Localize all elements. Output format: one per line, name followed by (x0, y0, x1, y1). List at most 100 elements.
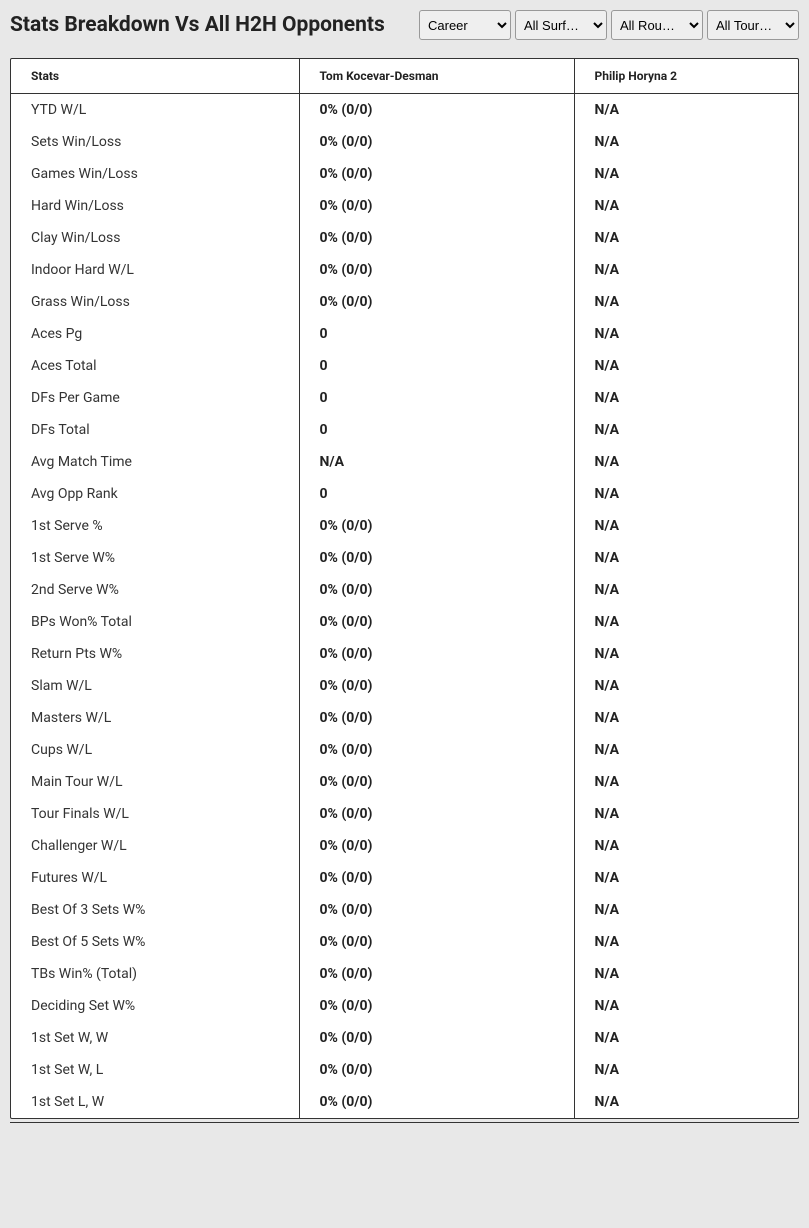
table-row: Masters W/L0% (0/0)N/A (11, 702, 798, 734)
table-row: DFs Per Game0N/A (11, 382, 798, 414)
table-row: Slam W/L0% (0/0)N/A (11, 670, 798, 702)
stat-label-cell: Avg Opp Rank (11, 478, 299, 510)
stat-value-cell: 0 (299, 350, 574, 382)
table-row: YTD W/L0% (0/0)N/A (11, 94, 798, 127)
stat-value-cell: 0% (0/0) (299, 638, 574, 670)
bottom-rule (10, 1122, 799, 1123)
stat-value-cell: N/A (574, 446, 798, 478)
stat-label-cell: Sets Win/Loss (11, 126, 299, 158)
stat-value-cell: 0% (0/0) (299, 990, 574, 1022)
stat-label-cell: Masters W/L (11, 702, 299, 734)
col-header-player1: Tom Kocevar-Desman (299, 59, 574, 94)
stat-value-cell: N/A (574, 1054, 798, 1086)
stat-value-cell: N/A (574, 542, 798, 574)
stat-label-cell: Games Win/Loss (11, 158, 299, 190)
filter-surface-select[interactable]: All Surf… (515, 10, 607, 40)
stat-value-cell: N/A (574, 126, 798, 158)
table-row: TBs Win% (Total)0% (0/0)N/A (11, 958, 798, 990)
table-row: 1st Serve W%0% (0/0)N/A (11, 542, 798, 574)
stat-label-cell: YTD W/L (11, 94, 299, 127)
stat-value-cell: 0% (0/0) (299, 190, 574, 222)
table-row: Futures W/L0% (0/0)N/A (11, 862, 798, 894)
stat-value-cell: N/A (574, 766, 798, 798)
stat-value-cell: 0% (0/0) (299, 1054, 574, 1086)
stat-value-cell: N/A (574, 254, 798, 286)
stat-value-cell: N/A (574, 894, 798, 926)
stat-value-cell: 0% (0/0) (299, 926, 574, 958)
stat-label-cell: Best Of 3 Sets W% (11, 894, 299, 926)
stat-value-cell: N/A (574, 382, 798, 414)
stat-value-cell: 0% (0/0) (299, 766, 574, 798)
stat-value-cell: 0% (0/0) (299, 606, 574, 638)
stat-value-cell: 0% (0/0) (299, 702, 574, 734)
stat-value-cell: 0% (0/0) (299, 510, 574, 542)
stat-label-cell: Tour Finals W/L (11, 798, 299, 830)
stat-value-cell: N/A (574, 1022, 798, 1054)
stat-label-cell: 1st Serve W% (11, 542, 299, 574)
stat-label-cell: 1st Set L, W (11, 1086, 299, 1118)
stat-label-cell: Aces Total (11, 350, 299, 382)
stat-value-cell: 0% (0/0) (299, 286, 574, 318)
stat-value-cell: N/A (574, 94, 798, 127)
col-header-player2: Philip Horyna 2 (574, 59, 798, 94)
stat-value-cell: 0% (0/0) (299, 734, 574, 766)
stats-table-container: Stats Tom Kocevar-Desman Philip Horyna 2… (10, 58, 799, 1119)
stat-value-cell: N/A (574, 638, 798, 670)
stat-value-cell: N/A (574, 798, 798, 830)
table-row: 1st Serve %0% (0/0)N/A (11, 510, 798, 542)
stat-value-cell: 0% (0/0) (299, 670, 574, 702)
stat-value-cell: 0% (0/0) (299, 958, 574, 990)
stat-label-cell: Aces Pg (11, 318, 299, 350)
stats-table-header-row: Stats Tom Kocevar-Desman Philip Horyna 2 (11, 59, 798, 94)
stat-label-cell: 2nd Serve W% (11, 574, 299, 606)
stat-value-cell: N/A (574, 350, 798, 382)
stat-value-cell: 0 (299, 478, 574, 510)
col-header-stats: Stats (11, 59, 299, 94)
table-row: Indoor Hard W/L0% (0/0)N/A (11, 254, 798, 286)
table-row: Challenger W/L0% (0/0)N/A (11, 830, 798, 862)
filters: Career All Surf… All Rou… All Tour… (419, 10, 799, 40)
stat-label-cell: Main Tour W/L (11, 766, 299, 798)
stat-label-cell: DFs Per Game (11, 382, 299, 414)
stat-value-cell: 0% (0/0) (299, 94, 574, 127)
table-row: Cups W/L0% (0/0)N/A (11, 734, 798, 766)
page-title: Stats Breakdown Vs All H2H Opponents (10, 13, 385, 37)
filter-tour-select[interactable]: All Tour… (707, 10, 799, 40)
table-row: Hard Win/Loss0% (0/0)N/A (11, 190, 798, 222)
stat-value-cell: N/A (574, 318, 798, 350)
stat-label-cell: Deciding Set W% (11, 990, 299, 1022)
stats-table: Stats Tom Kocevar-Desman Philip Horyna 2… (11, 59, 798, 1118)
stat-value-cell: 0% (0/0) (299, 1086, 574, 1118)
filter-round-select[interactable]: All Rou… (611, 10, 703, 40)
stat-value-cell: 0% (0/0) (299, 798, 574, 830)
stat-value-cell: N/A (574, 222, 798, 254)
table-row: Avg Opp Rank0N/A (11, 478, 798, 510)
stat-value-cell: N/A (574, 158, 798, 190)
stat-value-cell: 0% (0/0) (299, 158, 574, 190)
stats-table-head: Stats Tom Kocevar-Desman Philip Horyna 2 (11, 59, 798, 94)
stat-value-cell: N/A (574, 990, 798, 1022)
stat-value-cell: N/A (574, 574, 798, 606)
table-row: DFs Total0N/A (11, 414, 798, 446)
stat-value-cell: N/A (574, 862, 798, 894)
stat-value-cell: 0% (0/0) (299, 126, 574, 158)
table-row: 1st Set L, W0% (0/0)N/A (11, 1086, 798, 1118)
stat-label-cell: Avg Match Time (11, 446, 299, 478)
stat-label-cell: 1st Set W, W (11, 1022, 299, 1054)
stat-value-cell: N/A (574, 510, 798, 542)
stats-table-body: YTD W/L0% (0/0)N/ASets Win/Loss0% (0/0)N… (11, 94, 798, 1119)
stat-value-cell: N/A (574, 830, 798, 862)
stat-value-cell: N/A (574, 926, 798, 958)
stat-label-cell: BPs Won% Total (11, 606, 299, 638)
stat-label-cell: Challenger W/L (11, 830, 299, 862)
header-row: Stats Breakdown Vs All H2H Opponents Car… (10, 10, 799, 40)
stat-label-cell: Best Of 5 Sets W% (11, 926, 299, 958)
stat-label-cell: Return Pts W% (11, 638, 299, 670)
stat-value-cell: N/A (574, 286, 798, 318)
filter-career-select[interactable]: Career (419, 10, 511, 40)
stat-value-cell: N/A (574, 734, 798, 766)
stat-value-cell: N/A (574, 606, 798, 638)
stat-label-cell: 1st Set W, L (11, 1054, 299, 1086)
stat-value-cell: 0% (0/0) (299, 894, 574, 926)
stat-value-cell: 0% (0/0) (299, 830, 574, 862)
